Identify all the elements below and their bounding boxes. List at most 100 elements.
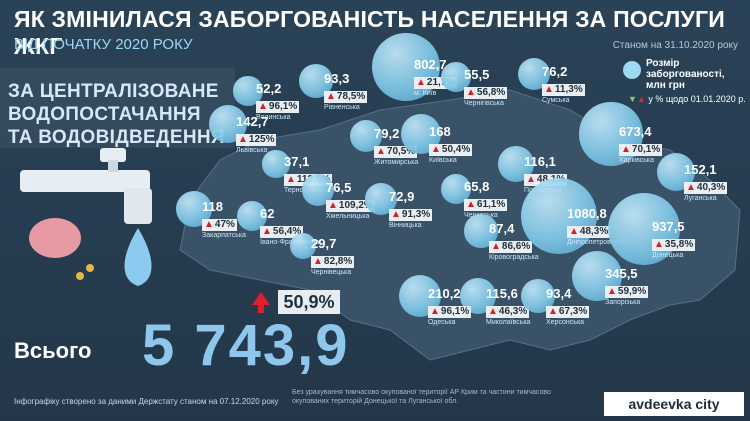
arrow-up-icon: ▲ [326, 91, 336, 102]
region-name: Одеська [428, 319, 456, 326]
region-label: 65,8▲61,1%Черкаська [464, 179, 508, 219]
region-name: Донецька [652, 252, 684, 259]
arrow-up-red-icon: ▲ [636, 94, 646, 104]
region-pct-text: 82,8% [323, 256, 353, 267]
arrow-up-icon: ▲ [416, 77, 426, 88]
arrow-up-icon: ▲ [313, 256, 323, 267]
region-value: 76,2 [542, 64, 568, 79]
region-name: Івано-Франківська [260, 239, 319, 246]
region-bubble [608, 193, 680, 265]
arrow-up-icon: ▲ [548, 306, 558, 317]
region-value: 168 [429, 124, 451, 139]
region-label: 345,5 ▲59,9% Запорізька [605, 266, 649, 306]
arrow-up-icon: ▲ [376, 146, 386, 157]
total-arrow-stem [258, 304, 264, 313]
region-label: 55,5 ▲56,8% Чернігівська [464, 67, 508, 107]
total-value: 5 743,9 [142, 313, 350, 378]
legend-size-label: Розмір заборгованості, млн грн [646, 58, 725, 91]
legend-bubble-icon [623, 61, 641, 79]
arrow-up-icon: ▲ [286, 174, 296, 185]
region-pct: ▲70,5% [374, 146, 418, 158]
region-value: 1080,8 [567, 206, 607, 221]
region-value: 76,5 [326, 180, 352, 195]
region-pct: ▲35,8% [652, 239, 696, 251]
region-pct: ▲46,3% [486, 306, 530, 318]
region-name: Львівська [236, 147, 268, 154]
arrow-up-icon: ▲ [544, 84, 554, 95]
arrow-up-icon: ▲ [238, 134, 248, 145]
region-pct-text: 56,4% [272, 226, 302, 237]
arrow-up-icon: ▲ [430, 306, 440, 317]
region-pct-text: 56,8% [476, 87, 506, 98]
arrow-up-icon: ▲ [569, 226, 579, 237]
region-value: 673,4 [619, 124, 652, 139]
region-pct: ▲82,8% [311, 256, 355, 268]
region-pct-text: 70,1% [631, 144, 661, 155]
region-name: Волинська [256, 114, 291, 121]
coin-icon [86, 264, 94, 272]
site-logo[interactable]: avdeevka city [604, 392, 744, 416]
region-value: 210,2 [428, 286, 461, 301]
region-value: 55,5 [464, 67, 490, 82]
pipe-icon [20, 170, 150, 192]
region-name: Миколаївська [486, 319, 531, 326]
coin-icon [76, 272, 84, 280]
region-pct-text: 48,3% [579, 226, 609, 237]
region-value: 115,6 [486, 286, 518, 301]
region-label: 87,4 ▲86,6% Кіровоградська [489, 221, 539, 261]
region-name: Чернівецька [311, 269, 352, 276]
region-pct-text: 96,1% [268, 101, 298, 112]
region-name: Сумська [542, 97, 570, 104]
arrow-up-icon: ▲ [491, 241, 501, 252]
region-pct-text: 67,3% [558, 306, 588, 317]
region-pct-text: 40,3% [696, 182, 726, 193]
region-label: 115,6 ▲46,3% Миколаївська [486, 286, 530, 326]
region-pct: ▲61,1% [464, 199, 508, 211]
arrow-up-icon: ▲ [262, 226, 272, 237]
region-pct: ▲59,9% [605, 286, 649, 298]
region-value: 116,1 [524, 154, 556, 169]
region-label: 152,1 ▲40,3% Луганська [684, 162, 728, 202]
region-pct-text: 125% [248, 134, 275, 145]
total-label: Всього [14, 338, 92, 363]
region-label: 210,2 ▲96,1% Одеська [428, 286, 472, 326]
total-pct: 50,9% [278, 290, 340, 314]
region-pct: ▲56,4% [260, 226, 304, 238]
region-pct: ▲125% [236, 134, 277, 146]
region-value: 345,5 [605, 266, 638, 281]
region-pct-text: 59,9% [617, 286, 647, 297]
region-name: Вінницька [389, 222, 422, 229]
arrow-up-icon: ▲ [328, 200, 338, 211]
region-value: 93,3 [324, 71, 350, 86]
legend-pct: ▼▲ у % щодо 01.01.2020 р. [628, 94, 746, 104]
region-pct-text: 21,7% [427, 77, 455, 88]
footer-credit: Інфографіку створено за даними Держстату… [14, 397, 279, 406]
arrow-up-icon: ▲ [488, 306, 498, 317]
tap-handle-icon [100, 148, 126, 162]
region-label: 168 ▲50,4% Київська [429, 124, 473, 164]
region-value: 37,1 [284, 154, 310, 169]
legend-pct-label: у % щодо 01.01.2020 р. [648, 94, 746, 104]
region-name: Чернігівська [464, 100, 504, 107]
region-value: 29,7 [311, 236, 337, 251]
region-name: Закарпатська [202, 232, 247, 239]
region-value: 142,7 [236, 114, 269, 129]
region-label: 1080,8 ▲48,3% Дніпропетровська [567, 206, 625, 246]
arrow-up-icon: ▲ [526, 174, 536, 185]
arrow-up-icon: ▲ [621, 144, 631, 155]
region-label: 118 ▲47% Закарпатська [202, 199, 246, 239]
region-name: Київська [429, 157, 457, 164]
region-pct: ▲78,5% [324, 91, 368, 103]
region-bubble [521, 178, 597, 254]
region-pct: ▲47% [202, 219, 237, 231]
region-pct-text: 46,3% [498, 306, 528, 317]
arrow-up-icon: ▲ [391, 209, 401, 220]
region-value: 79,2 [374, 126, 400, 141]
region-pct-text: 86,6% [501, 241, 531, 252]
region-value: 65,8 [464, 179, 490, 194]
arrow-up-icon: ▲ [686, 182, 696, 193]
arrow-up-icon: ▲ [654, 239, 664, 250]
region-pct-text: 109,2% [338, 200, 373, 211]
region-value: 72,9 [389, 189, 415, 204]
region-value: 62 [260, 206, 275, 221]
